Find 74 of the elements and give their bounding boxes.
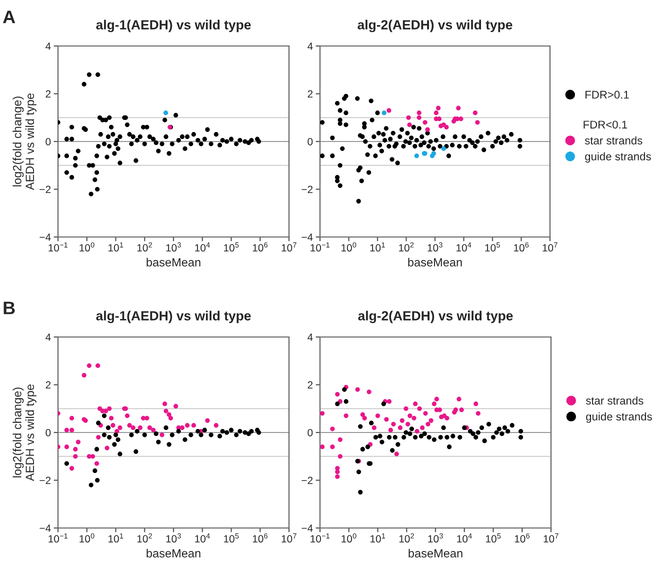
y-axis-title: log2(fold change) AEDH vs wild type (12, 93, 36, 190)
x-tick-label: 10$^{6}$ (252, 533, 268, 543)
x-tick-label: 10$^{3}$ (166, 533, 181, 543)
y-tick-label: 4 (308, 334, 313, 341)
x-tick-label: 10$^{4}$ (195, 533, 210, 543)
text: A (3, 10, 16, 24)
y-tick-label: 4 (308, 42, 313, 50)
x-tick-label: 10$^{0}$ (342, 533, 356, 543)
legend-label: star strands (586, 396, 644, 405)
x-tick-label: 10$^{7}$ (282, 533, 296, 543)
y-tick-label: −4 (302, 234, 313, 241)
x-tick-label: 10$^{7}$ (542, 242, 558, 252)
x-tick-label: 10$^{5}$ (224, 533, 239, 543)
x-tick-label: 10$^{3}$ (166, 242, 181, 252)
chart-title: alg-2(AEDH) vs wild type (358, 310, 513, 324)
x-axis-title: baseMean (408, 548, 462, 558)
x-tick-label: 10$^{0}$ (80, 533, 94, 543)
y-tick-label: −2 (302, 476, 313, 484)
y-tick-label: −4 (40, 524, 51, 532)
y-tick-label: 4 (46, 42, 51, 50)
text: B (4, 302, 15, 314)
y-tick-label: 4 (46, 334, 51, 341)
y-tick-label: 2 (46, 381, 51, 389)
legend-label: star strands (584, 136, 642, 144)
x-tick-label: 10$^{7}$ (544, 533, 558, 543)
y-tick-label: −2 (40, 476, 51, 484)
x-tick-label: 10$^{−1}$ (48, 533, 68, 543)
x-tick-label: 10$^{1}$ (108, 533, 124, 543)
legend-label: FDR>0.1 (586, 90, 629, 99)
chart-title: alg-2(AEDH) vs wild type (358, 20, 512, 32)
x-tick-label: 10$^{5}$ (224, 242, 239, 252)
x-tick-label: 10$^{4}$ (456, 242, 472, 252)
x-tick-label: 10$^{2}$ (399, 533, 414, 543)
x-tick-label: 10$^{4}$ (457, 533, 472, 543)
x-tick-label: 10$^{6}$ (252, 242, 268, 252)
chart-title: alg-1(AEDH) vs wild type (96, 310, 251, 324)
y-axis-title: log2(fold change) AEDH vs wild type (12, 384, 36, 482)
y-tick-label: −2 (40, 186, 51, 194)
x-tick-label: 10$^{4}$ (195, 242, 210, 252)
x-tick-label: 10$^{3}$ (428, 533, 443, 543)
x-tick-label: 10$^{1}$ (370, 533, 386, 543)
x-tick-label: 10$^{5}$ (485, 242, 500, 252)
y-tick-label: −4 (40, 234, 51, 241)
y-tick-label: −2 (302, 186, 313, 194)
y-tick-label: 2 (46, 90, 51, 98)
x-tick-label: 10$^{0}$ (80, 242, 94, 252)
chart-title: alg-1(AEDH) vs wild type (96, 20, 251, 32)
x-tick-label: 10$^{1}$ (108, 242, 124, 252)
x-axis-title: baseMean (146, 258, 200, 266)
x-tick-label: 10$^{−1}$ (48, 242, 68, 252)
y-tick-label: 0 (308, 138, 313, 146)
x-tick-label: 10$^{−1}$ (310, 242, 330, 252)
x-tick-label: 10$^{5}$ (486, 533, 501, 543)
x-tick-label: 10$^{6}$ (514, 242, 529, 252)
y-tick-label: 2 (308, 90, 313, 98)
y-tick-label: 0 (308, 429, 313, 436)
legend-label: guide strands (586, 412, 652, 423)
x-tick-label: 10$^{−1}$ (310, 533, 330, 543)
x-tick-label: 10$^{7}$ (282, 242, 296, 252)
x-tick-label: 10$^{3}$ (428, 242, 442, 252)
x-tick-label: 10$^{2}$ (399, 242, 414, 252)
text: FDR<0.1 (584, 120, 628, 129)
y-tick-label: 0 (46, 429, 51, 436)
y-tick-label: −4 (302, 524, 313, 532)
x-tick-label: 10$^{2}$ (137, 533, 152, 543)
x-axis-title: baseMean (146, 548, 200, 558)
x-tick-label: 10$^{1}$ (370, 242, 385, 252)
y-tick-label: 2 (308, 381, 313, 389)
x-tick-label: 10$^{2}$ (137, 242, 152, 252)
x-tick-label: 10$^{0}$ (342, 242, 356, 252)
x-axis-title: baseMean (408, 258, 462, 266)
y-tick-label: 0 (46, 138, 51, 146)
x-tick-label: 10$^{6}$ (514, 533, 530, 543)
legend-label: guide strands (585, 152, 651, 163)
